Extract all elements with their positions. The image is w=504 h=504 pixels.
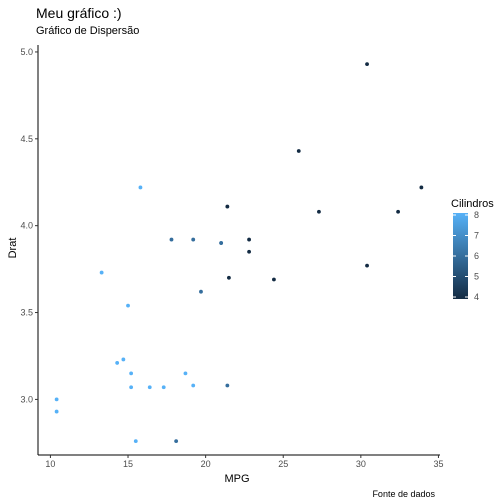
x-tick-label: 15 bbox=[123, 459, 133, 469]
data-point bbox=[199, 289, 203, 294]
data-point bbox=[115, 361, 120, 365]
data-point bbox=[174, 439, 179, 444]
x-tick-label: 20 bbox=[201, 459, 211, 469]
data-point bbox=[129, 371, 134, 376]
x-tick-label: 30 bbox=[356, 459, 366, 469]
data-point bbox=[317, 209, 321, 214]
x-tick-label: 35 bbox=[433, 459, 443, 469]
data-point bbox=[169, 237, 174, 242]
legend-colorbar bbox=[453, 213, 468, 299]
chart-caption: Fonte de dados bbox=[372, 489, 435, 499]
data-point bbox=[183, 371, 188, 376]
plot-area: 10 15 20 25 30 35 3.0 3.5 4.0 4.5 5.0 bbox=[20, 45, 443, 469]
data-points bbox=[54, 62, 424, 444]
y-tick-label: 4.0 bbox=[20, 221, 33, 231]
data-point bbox=[191, 383, 196, 388]
color-legend: Cilindros 4 5 6 7 8 bbox=[451, 198, 494, 302]
legend-tick-label: 6 bbox=[474, 251, 479, 261]
data-point bbox=[99, 270, 104, 275]
y-axis-title: Drat bbox=[7, 238, 19, 259]
data-point bbox=[247, 249, 251, 254]
legend-tick-label: 7 bbox=[474, 231, 479, 241]
data-point bbox=[54, 409, 59, 414]
y-tick-label: 5.0 bbox=[20, 47, 33, 57]
legend-tick-label: 8 bbox=[474, 210, 479, 220]
legend-title: Cilindros bbox=[451, 198, 494, 210]
data-point bbox=[227, 275, 231, 280]
x-tick-label: 25 bbox=[278, 459, 288, 469]
data-point bbox=[121, 357, 126, 362]
data-point bbox=[225, 204, 230, 209]
legend-tick-label: 5 bbox=[474, 272, 479, 282]
data-point bbox=[126, 303, 130, 308]
data-point bbox=[365, 62, 369, 67]
x-axis-ticks: 10 15 20 25 30 35 bbox=[45, 455, 443, 469]
y-tick-label: 4.5 bbox=[20, 134, 33, 144]
chart-subtitle: Gráfico de Dispersão bbox=[36, 25, 139, 37]
chart-title: Meu gráfico :) bbox=[36, 5, 122, 21]
data-point bbox=[191, 237, 196, 242]
data-point bbox=[365, 263, 369, 268]
y-axis-ticks: 3.0 3.5 4.0 4.5 5.0 bbox=[20, 47, 38, 404]
data-point bbox=[129, 385, 134, 390]
y-tick-label: 3.5 bbox=[20, 308, 33, 318]
data-point bbox=[138, 185, 143, 190]
data-point bbox=[296, 149, 301, 153]
data-point bbox=[419, 185, 424, 190]
data-point bbox=[133, 439, 138, 444]
data-point bbox=[247, 237, 251, 242]
legend-tick-label: 4 bbox=[474, 292, 479, 302]
data-point bbox=[219, 241, 224, 245]
y-tick-label: 3.0 bbox=[20, 394, 33, 404]
x-axis-title: MPG bbox=[224, 473, 249, 485]
data-point bbox=[54, 397, 59, 402]
data-point bbox=[147, 385, 152, 390]
data-point bbox=[396, 209, 400, 214]
data-point bbox=[272, 277, 276, 282]
legend-ticks: 4 5 6 7 8 bbox=[453, 210, 479, 302]
data-point bbox=[161, 385, 166, 390]
data-point bbox=[225, 383, 230, 388]
x-tick-label: 10 bbox=[45, 459, 55, 469]
